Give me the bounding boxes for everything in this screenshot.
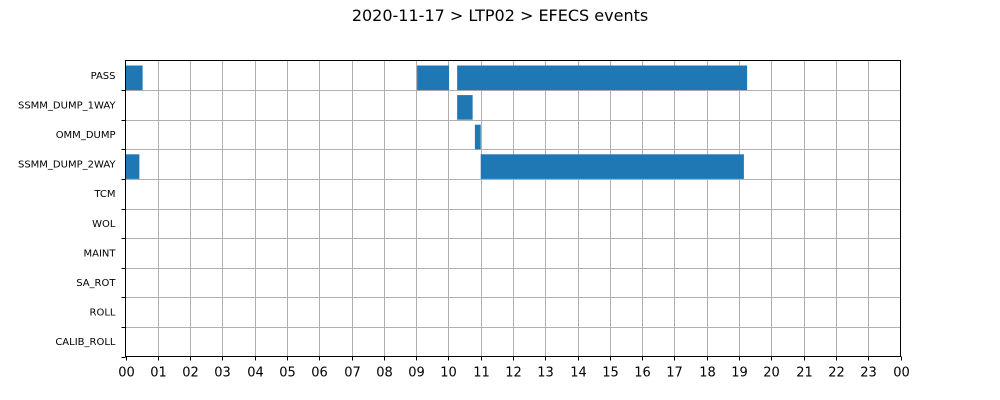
x-tick-label: 03 (214, 366, 231, 381)
y-category-label: SSMM_DUMP_2WAY (18, 160, 116, 171)
event-bar (125, 154, 140, 179)
x-tick-label: 18 (699, 366, 716, 381)
x-tick-label: 14 (570, 366, 587, 381)
x-tick-label: 11 (473, 366, 490, 381)
x-tick-label: 06 (311, 366, 328, 381)
x-tick-label: 19 (731, 366, 748, 381)
chart-title: 2020-11-17 > LTP02 > EFECS events (351, 6, 649, 25)
x-tick-label: 07 (344, 366, 361, 381)
axis-ticks (121, 90, 902, 361)
x-tick-label: 21 (796, 366, 813, 381)
x-tick-label: 20 (763, 366, 780, 381)
y-category-label: CALIB_ROLL (55, 337, 116, 348)
event-bar (457, 65, 748, 91)
x-tick-label: 15 (602, 366, 619, 381)
event-bar (480, 154, 744, 179)
x-tick-label: 05 (279, 366, 296, 381)
grid-lines (125, 60, 901, 357)
y-category-label: PASS (91, 71, 116, 82)
y-category-label: SSMM_DUMP_1WAY (18, 100, 116, 111)
y-category-label: MAINT (83, 248, 116, 259)
event-bar (457, 95, 473, 120)
y-category-label: TCM (93, 189, 115, 200)
x-tick-label: 22 (828, 366, 845, 381)
x-tick-label: 00 (893, 366, 910, 381)
x-tick-label: 10 (440, 366, 457, 381)
x-tick-label: 17 (666, 366, 683, 381)
x-tick-label: 01 (150, 366, 167, 381)
x-tick-label: 23 (860, 366, 877, 381)
axis-labels: 00 01 02 03 04 05 06 07 08 09 10 11 12 13 14 15 16 17 18 19… (18, 71, 910, 381)
x-tick-label: 08 (376, 366, 393, 381)
y-category-label: OMM_DUMP (56, 130, 116, 141)
x-tick-label: 16 (634, 366, 651, 381)
event-bar (474, 124, 481, 150)
y-category-label: ROLL (90, 308, 116, 319)
event-bar (417, 65, 450, 91)
x-tick-label: 00 (118, 366, 135, 381)
x-tick-label: 04 (247, 366, 264, 381)
x-tick-label: 12 (505, 366, 522, 381)
x-tick-label: 09 (408, 366, 425, 381)
x-tick-label: 13 (537, 366, 554, 381)
y-category-label: SA_ROT (76, 278, 116, 289)
y-category-label: WOL (92, 219, 116, 230)
x-tick-label: 02 (182, 366, 199, 381)
event-bars (125, 65, 748, 179)
event-bar (125, 65, 143, 91)
